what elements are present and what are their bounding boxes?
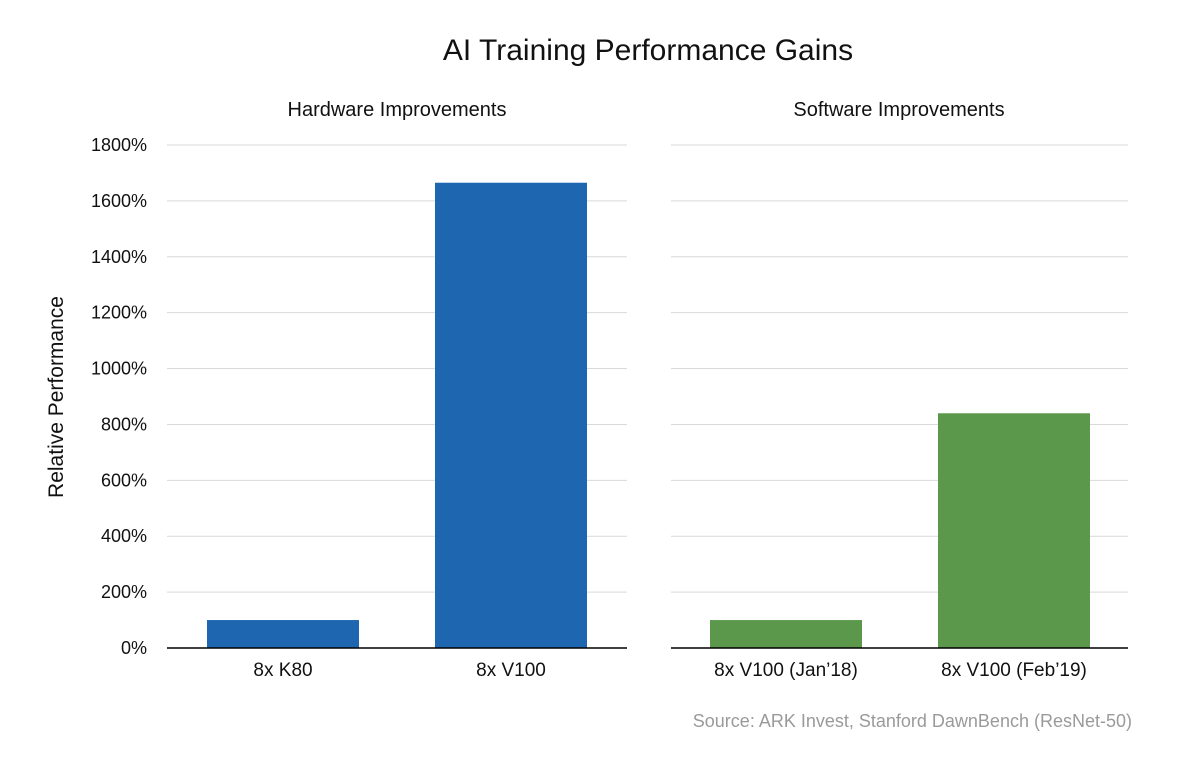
y-tick-label: 1000% bbox=[91, 359, 147, 379]
hardware-gridlines bbox=[167, 144, 627, 593]
hardware-category-label: 8x V100 bbox=[476, 660, 546, 681]
hardware-panel-title: Hardware Improvements bbox=[288, 99, 507, 121]
hardware-bars bbox=[207, 182, 587, 648]
y-tick-label: 1400% bbox=[91, 247, 147, 267]
y-tick-label: 1600% bbox=[91, 191, 147, 211]
source-note: Source: ARK Invest, Stanford DawnBench (… bbox=[693, 711, 1132, 731]
y-tick-label: 800% bbox=[101, 414, 147, 434]
software-panel-title: Software Improvements bbox=[793, 99, 1004, 121]
hardware-bar bbox=[435, 182, 587, 648]
software-panel: Software Improvements 8x V100 (Jan’18) 8x… bbox=[671, 99, 1128, 681]
software-category-label: 8x V100 (Feb’19) bbox=[941, 660, 1087, 681]
y-tick-label: 1200% bbox=[91, 303, 147, 323]
y-tick-label: 600% bbox=[101, 470, 147, 490]
software-bar bbox=[938, 413, 1090, 648]
y-tick-label: 1800% bbox=[91, 135, 147, 155]
y-axis-tick-labels: 0% 200% 400% 600% 800% 1000% 1200% 1400% 1600% 18… bbox=[91, 135, 147, 658]
software-bars bbox=[710, 413, 1090, 648]
y-tick-label: 0% bbox=[121, 638, 147, 658]
chart-title: AI Training Performance Gains bbox=[443, 34, 853, 67]
y-tick-label: 200% bbox=[101, 582, 147, 602]
hardware-panel: Hardware Improvements 0% 200% 400% 600% 800%… bbox=[91, 99, 627, 681]
software-category-labels: 8x V100 (Jan’18) 8x V100 (Feb’19) bbox=[714, 660, 1087, 681]
y-axis-title: Relative Performance bbox=[45, 296, 68, 498]
hardware-bar bbox=[207, 620, 359, 648]
software-category-label: 8x V100 (Jan’18) bbox=[714, 660, 858, 681]
software-bar bbox=[710, 620, 862, 648]
hardware-category-labels: 8x K80 8x V100 bbox=[253, 660, 545, 681]
y-tick-label: 400% bbox=[101, 526, 147, 546]
hardware-category-label: 8x K80 bbox=[253, 660, 312, 681]
